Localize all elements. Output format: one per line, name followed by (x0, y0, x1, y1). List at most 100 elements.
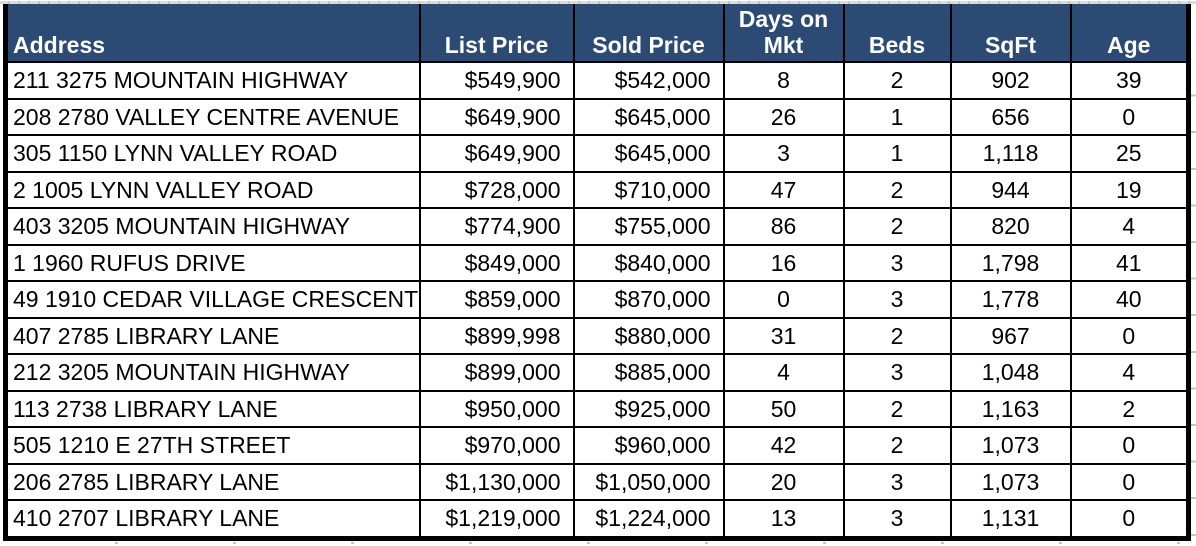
cell-list_price[interactable]: $549,900 (418, 61, 575, 100)
cell-sold_price[interactable]: $880,000 (572, 316, 725, 355)
cell-address[interactable]: 407 2785 LIBRARY LANE (4, 316, 421, 355)
cell-sqft[interactable]: 1,073 (949, 426, 1072, 465)
cell-address[interactable]: 49 1910 CEDAR VILLAGE CRESCENT (4, 280, 421, 319)
cell-age[interactable]: 25 (1069, 134, 1190, 173)
cell-days_on_mkt[interactable]: 13 (722, 499, 845, 539)
cell-days_on_mkt[interactable]: 26 (722, 97, 845, 136)
cell-sold_price[interactable]: $755,000 (572, 207, 725, 246)
cell-sold_price[interactable]: $870,000 (572, 280, 725, 319)
cell-sqft[interactable]: 944 (949, 170, 1072, 209)
cell-beds[interactable]: 2 (842, 316, 952, 355)
cell-days_on_mkt[interactable]: 86 (722, 207, 845, 246)
cell-days_on_mkt[interactable]: 42 (722, 426, 845, 465)
cell-beds[interactable]: 3 (842, 462, 952, 501)
cell-sold_price[interactable]: $885,000 (572, 353, 725, 392)
cell-sold_price[interactable]: $1,224,000 (572, 499, 725, 539)
cell-age[interactable]: 0 (1069, 316, 1190, 355)
cell-sold_price[interactable]: $925,000 (572, 389, 725, 428)
cell-list_price[interactable]: $1,130,000 (418, 462, 575, 501)
cell-age[interactable]: 4 (1069, 353, 1190, 392)
cell-address[interactable]: 403 3205 MOUNTAIN HIGHWAY (4, 207, 421, 246)
cell-days_on_mkt[interactable]: 3 (722, 134, 845, 173)
cell-list_price[interactable]: $728,000 (418, 170, 575, 209)
cell-days_on_mkt[interactable]: 50 (722, 389, 845, 428)
cell-days_on_mkt[interactable]: 20 (722, 462, 845, 501)
cell-age[interactable]: 40 (1069, 280, 1190, 319)
cell-beds[interactable]: 2 (842, 170, 952, 209)
cell-sqft[interactable]: 1,048 (949, 353, 1072, 392)
cell-sold_price[interactable]: $645,000 (572, 134, 725, 173)
cell-age[interactable]: 2 (1069, 389, 1190, 428)
cell-beds[interactable]: 3 (842, 280, 952, 319)
cell-beds[interactable]: 2 (842, 207, 952, 246)
cell-age[interactable]: 19 (1069, 170, 1190, 209)
cell-list_price[interactable]: $649,900 (418, 97, 575, 136)
cell-list_price[interactable]: $649,900 (418, 134, 575, 173)
cell-list_price[interactable]: $970,000 (418, 426, 575, 465)
cell-beds[interactable]: 1 (842, 97, 952, 136)
cell-list_price[interactable]: $950,000 (418, 389, 575, 428)
cell-beds[interactable]: 3 (842, 243, 952, 282)
header-beds[interactable]: Beds (842, 4, 952, 63)
cell-sqft[interactable]: 656 (949, 97, 1072, 136)
cell-address[interactable]: 1 1960 RUFUS DRIVE (4, 243, 421, 282)
cell-list_price[interactable]: $774,900 (418, 207, 575, 246)
cell-sold_price[interactable]: $542,000 (572, 61, 725, 100)
cell-sqft[interactable]: 1,118 (949, 134, 1072, 173)
cell-age[interactable]: 0 (1069, 97, 1190, 136)
cell-beds[interactable]: 2 (842, 389, 952, 428)
cell-list_price[interactable]: $859,000 (418, 280, 575, 319)
cell-beds[interactable]: 3 (842, 353, 952, 392)
header-list-price[interactable]: List Price (418, 4, 575, 63)
cell-address[interactable]: 212 3205 MOUNTAIN HIGHWAY (4, 353, 421, 392)
cell-beds[interactable]: 1 (842, 134, 952, 173)
gridline-top (0, 1, 1196, 4)
cell-address[interactable]: 211 3275 MOUNTAIN HIGHWAY (4, 61, 421, 100)
cell-sqft[interactable]: 1,778 (949, 280, 1072, 319)
cell-days_on_mkt[interactable]: 16 (722, 243, 845, 282)
cell-sold_price[interactable]: $840,000 (572, 243, 725, 282)
cell-days_on_mkt[interactable]: 8 (722, 61, 845, 100)
cell-age[interactable]: 41 (1069, 243, 1190, 282)
cell-list_price[interactable]: $849,000 (418, 243, 575, 282)
cell-sold_price[interactable]: $710,000 (572, 170, 725, 209)
cell-address[interactable]: 505 1210 E 27TH STREET (4, 426, 421, 465)
header-sold-price[interactable]: Sold Price (572, 4, 725, 63)
header-age[interactable]: Age (1069, 4, 1190, 63)
cell-list_price[interactable]: $899,000 (418, 353, 575, 392)
cell-address[interactable]: 113 2738 LIBRARY LANE (4, 389, 421, 428)
cell-sqft[interactable]: 1,073 (949, 462, 1072, 501)
cell-beds[interactable]: 3 (842, 499, 952, 539)
cell-address[interactable]: 305 1150 LYNN VALLEY ROAD (4, 134, 421, 173)
cell-sqft[interactable]: 820 (949, 207, 1072, 246)
cell-list_price[interactable]: $899,998 (418, 316, 575, 355)
cell-sold_price[interactable]: $960,000 (572, 426, 725, 465)
cell-days_on_mkt[interactable]: 0 (722, 280, 845, 319)
cell-sold_price[interactable]: $1,050,000 (572, 462, 725, 501)
cell-beds[interactable]: 2 (842, 61, 952, 100)
cell-address[interactable]: 410 2707 LIBRARY LANE (4, 499, 421, 539)
cell-age[interactable]: 39 (1069, 61, 1190, 100)
cell-address[interactable]: 208 2780 VALLEY CENTRE AVENUE (4, 97, 421, 136)
cell-sqft[interactable]: 902 (949, 61, 1072, 100)
cell-age[interactable]: 0 (1069, 499, 1190, 539)
header-days-on-mkt[interactable]: Days on Mkt (722, 4, 845, 63)
cell-sqft[interactable]: 1,798 (949, 243, 1072, 282)
cell-sqft[interactable]: 1,163 (949, 389, 1072, 428)
cell-sqft[interactable]: 1,131 (949, 499, 1072, 539)
cell-age[interactable]: 4 (1069, 207, 1190, 246)
header-sqft[interactable]: SqFt (949, 4, 1072, 63)
header-address[interactable]: Address (4, 4, 421, 63)
cell-days_on_mkt[interactable]: 31 (722, 316, 845, 355)
cell-sqft[interactable]: 967 (949, 316, 1072, 355)
table-row: 305 1150 LYNN VALLEY ROAD $649,900 $645,00… (4, 134, 1190, 173)
cell-list_price[interactable]: $1,219,000 (418, 499, 575, 539)
cell-days_on_mkt[interactable]: 47 (722, 170, 845, 209)
cell-beds[interactable]: 2 (842, 426, 952, 465)
cell-age[interactable]: 0 (1069, 462, 1190, 501)
cell-days_on_mkt[interactable]: 4 (722, 353, 845, 392)
cell-address[interactable]: 206 2785 LIBRARY LANE (4, 462, 421, 501)
cell-address[interactable]: 2 1005 LYNN VALLEY ROAD (4, 170, 421, 209)
cell-sold_price[interactable]: $645,000 (572, 97, 725, 136)
cell-age[interactable]: 0 (1069, 426, 1190, 465)
